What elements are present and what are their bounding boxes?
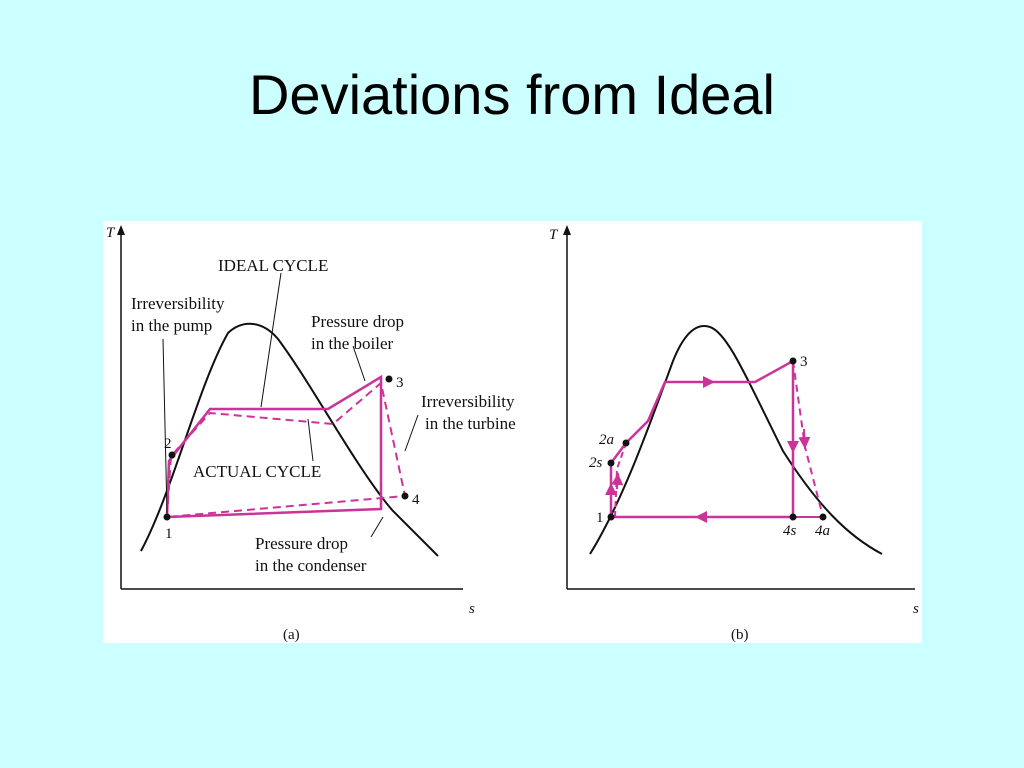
panel-a-y-label: T [106,225,116,241]
panel-b-actual-turbine [792,360,824,518]
panel-a-state-point-3 [385,375,393,383]
panel-b-x-label: s [913,601,919,617]
panel-b-point-label-4a: 4a [815,523,830,539]
panel-b-state-point-1 [607,513,615,521]
panel-a-state-point-1 [163,513,171,521]
panel-a-boiler-leader [352,345,366,382]
panel-a-boiler-label-line1: Pressure drop [311,312,404,331]
panel-a-pump-leader [162,338,168,514]
panel-a-pump-label-line1: Irreversibility [131,294,225,313]
panel-a-boiler-label-line2: in the boiler [311,334,393,353]
panel-b-actual-pump-arrow-icon [611,472,624,490]
panel-a-actual-cycle-label: ACTUAL CYCLE [193,462,321,481]
panel-a-turbine-label-line2: in the turbine [425,414,516,433]
panel-b-state-point-2s [607,459,615,467]
panel-a-turbine-leader [404,414,419,452]
panel-b-y-label: T [549,227,559,243]
panel-a-state-point-2 [168,451,176,459]
ts-diagrams-svg: T s 1 2 3 4 IDEAL CYCLE Irreversibility … [106,225,919,643]
panel-a-ideal-cycle-leader [260,272,282,408]
panel-a-point-label-2: 2 [164,436,172,452]
panel-a-actual-cycle-leader [307,418,314,462]
panel-b-y-arrow-icon [563,225,571,235]
panel-b-state-point-4a [819,513,827,521]
panel-a-pump-label-line2: in the pump [131,316,212,335]
panel-b-saturation-dome [589,325,883,555]
panel-a-point-label-1: 1 [165,526,173,542]
panel-a-caption: (a) [283,627,300,643]
panel-a-turbine-label-line1: Irreversibility [421,392,515,411]
panel-b-point-label-2s: 2s [589,455,603,471]
panel-b-state-point-4s [789,513,797,521]
panel-a-state-point-4 [401,492,409,500]
panel-b-actual-turbine-arrow-icon [798,428,811,450]
panel-a: T s 1 2 3 4 IDEAL CYCLE Irreversibility … [106,225,516,643]
panel-a-point-label-4: 4 [412,492,420,508]
panel-a-saturation-dome [140,322,439,557]
panel-b-state-point-2a [622,439,630,447]
panel-b-ideal-cycle [609,358,795,519]
slide-title: Deviations from Ideal [248,63,775,126]
panel-b-point-label-4s: 4s [783,523,797,539]
panel-a-condenser-leader [370,516,384,538]
panel-b-point-label-1: 1 [596,510,604,526]
panel-a-point-label-3: 3 [396,375,404,391]
panel-b-point-label-3: 3 [800,354,808,370]
panel-a-x-label: s [469,601,475,617]
panel-b: T s 1 2s 2a 3 4s 4a (b) [549,225,919,643]
panel-b-point-label-2a: 2a [599,432,614,448]
panel-a-condenser-label-line1: Pressure drop [255,534,348,553]
panel-a-ideal-cycle-label: IDEAL CYCLE [218,256,328,275]
ts-diagram-figure: T s 1 2 3 4 IDEAL CYCLE Irreversibility … [103,221,922,643]
panel-a-actual-cycle [166,381,407,518]
panel-b-caption: (b) [731,627,749,643]
panel-b-state-point-3 [789,357,797,365]
panel-a-y-arrow-icon [117,225,125,235]
panel-a-condenser-label-line2: in the condenser [255,556,367,575]
panel-a-ideal-cycle [165,374,383,519]
